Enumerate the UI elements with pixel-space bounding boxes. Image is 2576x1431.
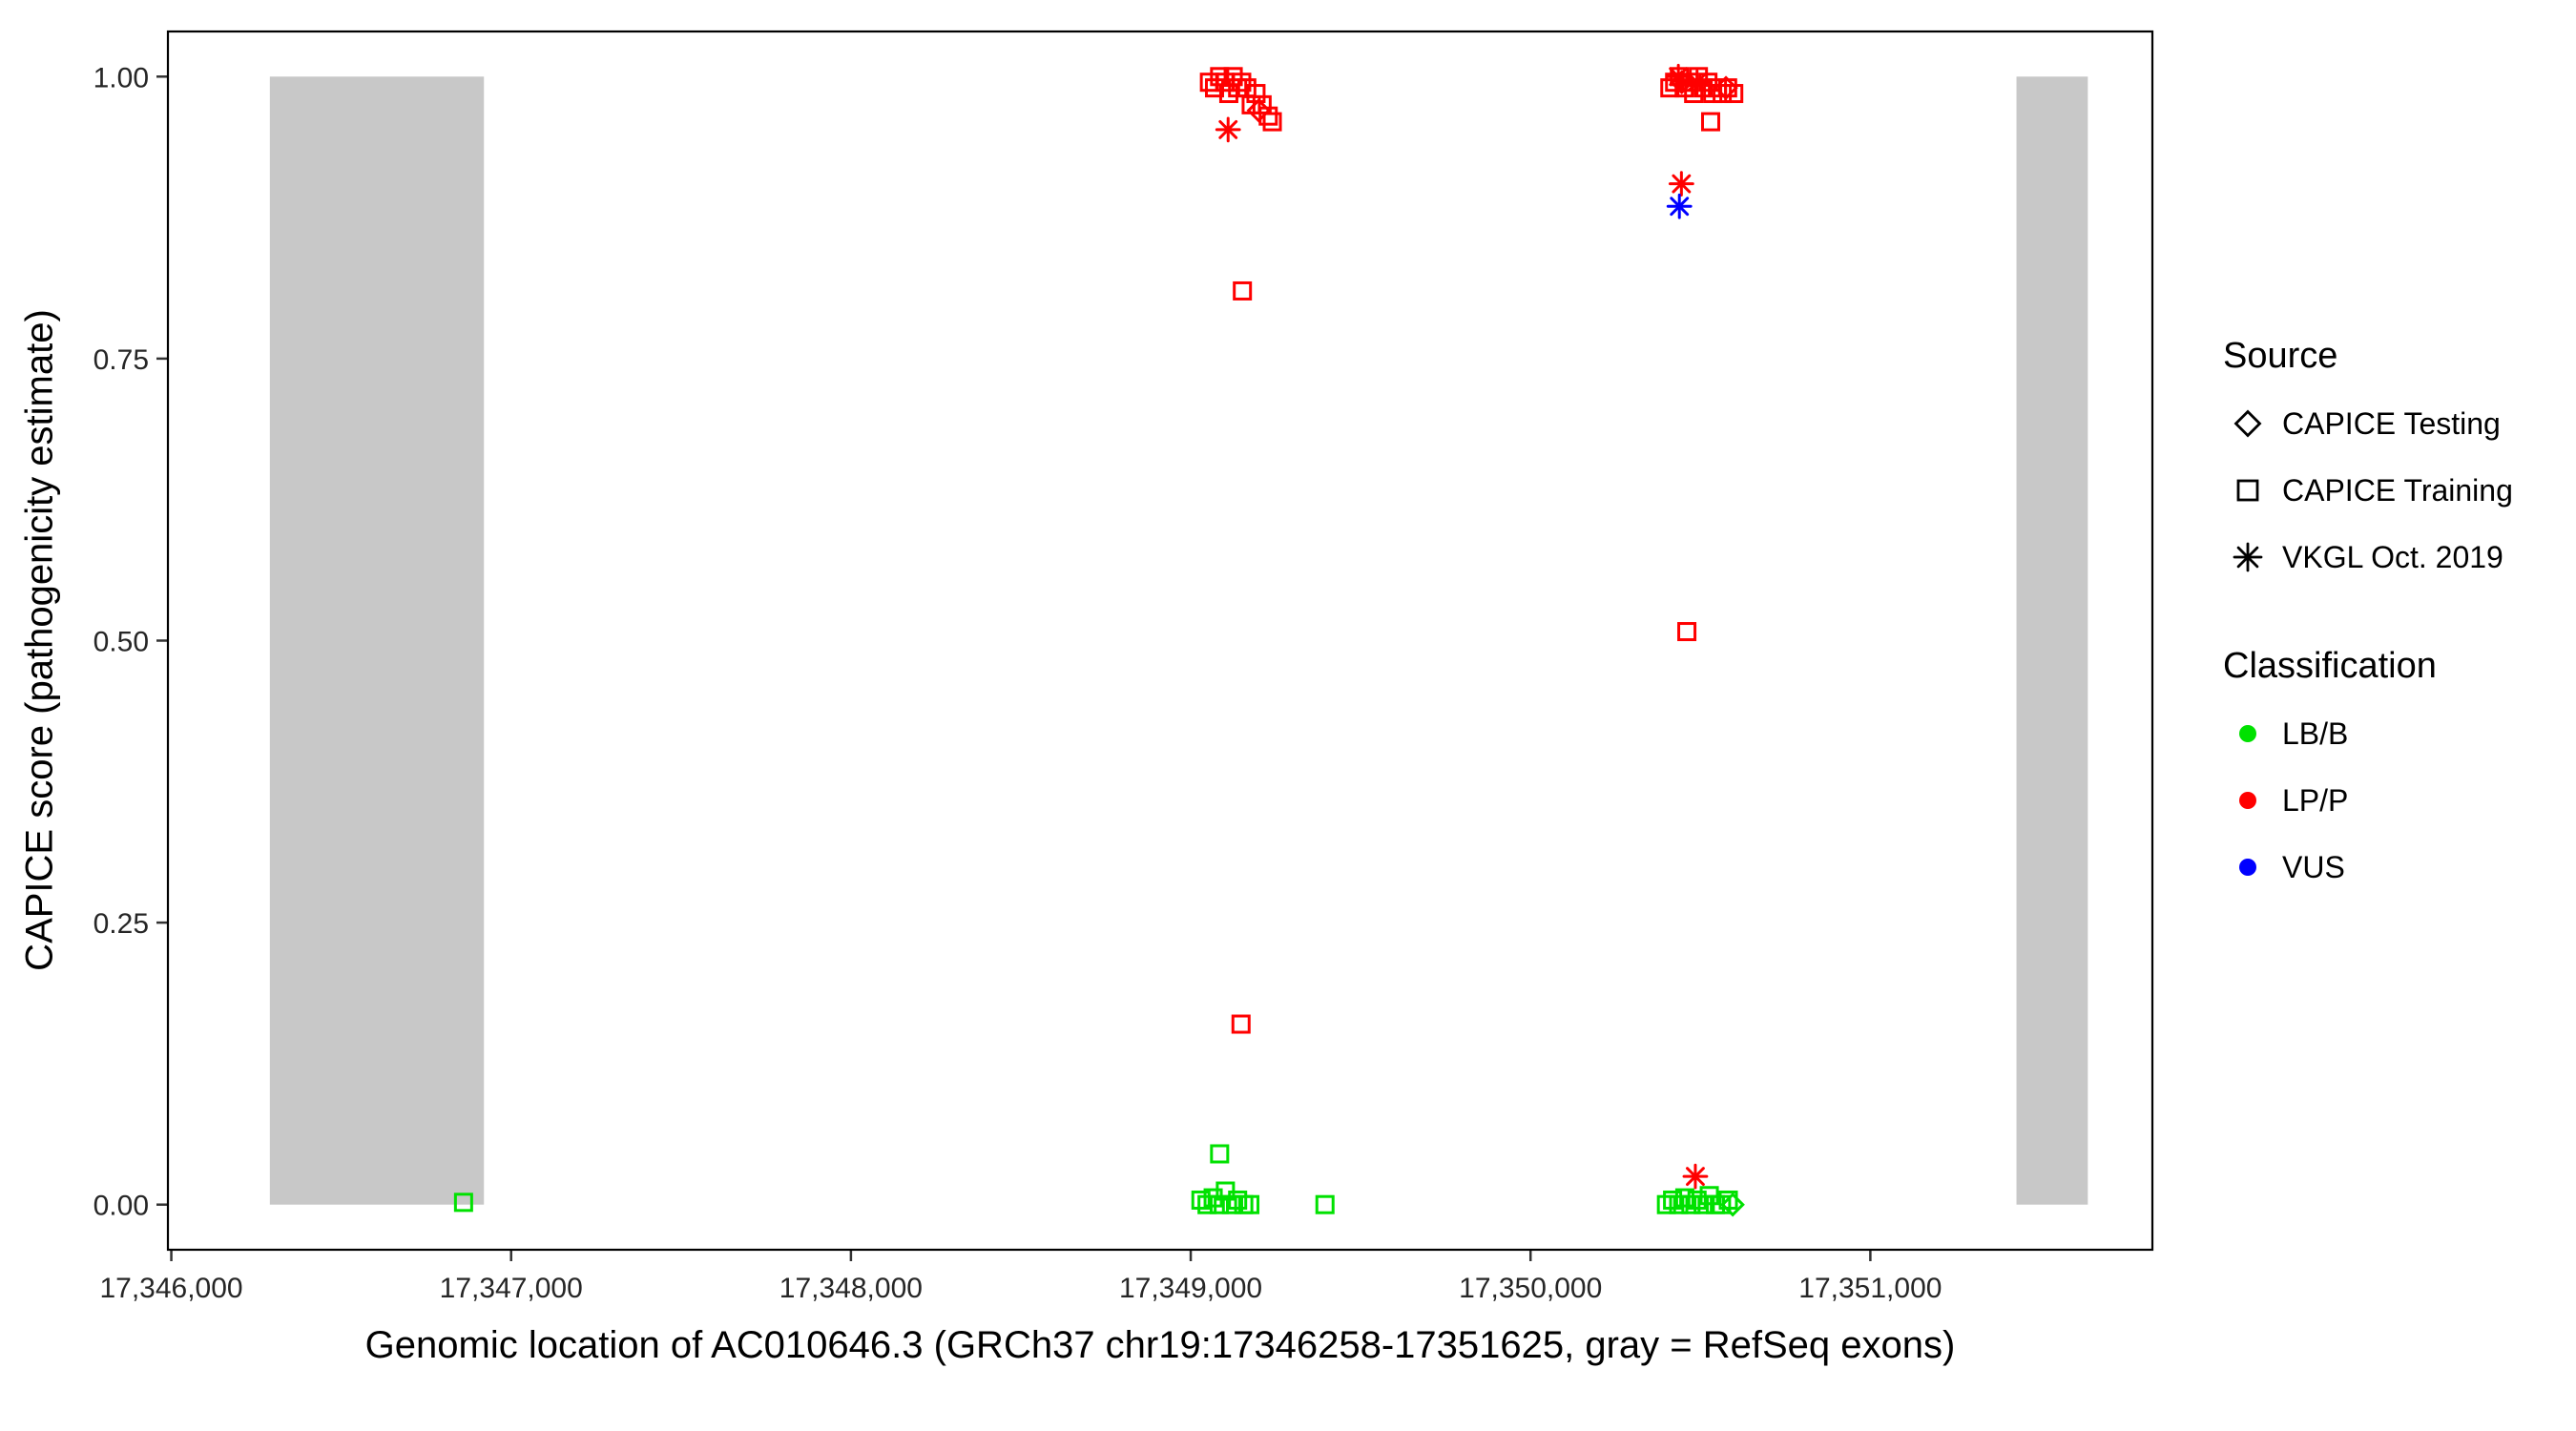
x-tick-label: 17,350,000 xyxy=(1459,1273,1602,1304)
y-axis-title: CAPICE score (pathogenicity estimate) xyxy=(18,309,61,971)
legend-item: LB/B xyxy=(2223,700,2566,767)
y-tick-label: 0.50 xyxy=(93,627,149,658)
y-tick-label: 0.75 xyxy=(93,344,149,376)
series-lbb-diamond xyxy=(1720,1192,1745,1217)
series-lpp-asterisk xyxy=(1215,63,1711,1190)
legend-item: CAPICE Training xyxy=(2223,457,2566,524)
legend-item-label: LP/P xyxy=(2282,782,2349,818)
x-tick-label: 17,351,000 xyxy=(1798,1273,1942,1304)
y-tick-label: 0.00 xyxy=(93,1191,149,1222)
x-tick-label: 17,349,000 xyxy=(1119,1273,1262,1304)
x-tick-label: 17,346,000 xyxy=(99,1273,242,1304)
circle-icon xyxy=(2239,859,2256,876)
exon-region xyxy=(2016,76,2088,1205)
asterisk-icon xyxy=(2233,542,2263,572)
legend-title-classification: Classification xyxy=(2223,646,2437,686)
y-tick-label: 0.25 xyxy=(93,908,149,940)
legend-item: VKGL Oct. 2019 xyxy=(2223,524,2566,591)
series-lbb-square xyxy=(453,1144,1738,1214)
legend-group-classification: Classification LB/B LP/P VUS xyxy=(2223,646,2566,901)
legend-item: VUS xyxy=(2223,834,2566,901)
series-lpp-square xyxy=(1199,67,1744,1034)
x-tick-label: 17,348,000 xyxy=(779,1273,923,1304)
legend: Source CAPICE Testing CAPICE Training VKGL … xyxy=(2223,336,2566,956)
square-icon xyxy=(2236,479,2259,502)
series-vus-asterisk xyxy=(1666,193,1693,219)
panel-border xyxy=(166,30,2154,1252)
legend-item-label: VUS xyxy=(2282,849,2345,884)
legend-item: CAPICE Testing xyxy=(2223,390,2566,457)
legend-item: LP/P xyxy=(2223,767,2566,834)
diamond-icon xyxy=(2233,409,2262,438)
legend-item-label: LB/B xyxy=(2282,716,2349,751)
exon-region xyxy=(269,76,485,1205)
legend-item-label: CAPICE Testing xyxy=(2282,405,2501,441)
circle-icon xyxy=(2239,725,2256,742)
x-axis-title: Genomic location of AC010646.3 (GRCh37 c… xyxy=(364,1324,1956,1366)
legend-group-source: Source CAPICE Testing CAPICE Training VKGL … xyxy=(2223,336,2566,591)
legend-item-label: VKGL Oct. 2019 xyxy=(2282,539,2503,574)
y-tick-label: 1.00 xyxy=(93,62,149,93)
x-tick-label: 17,347,000 xyxy=(440,1273,583,1304)
circle-icon xyxy=(2239,792,2256,809)
legend-item-label: CAPICE Training xyxy=(2282,472,2513,508)
legend-title-source: Source xyxy=(2223,336,2338,376)
